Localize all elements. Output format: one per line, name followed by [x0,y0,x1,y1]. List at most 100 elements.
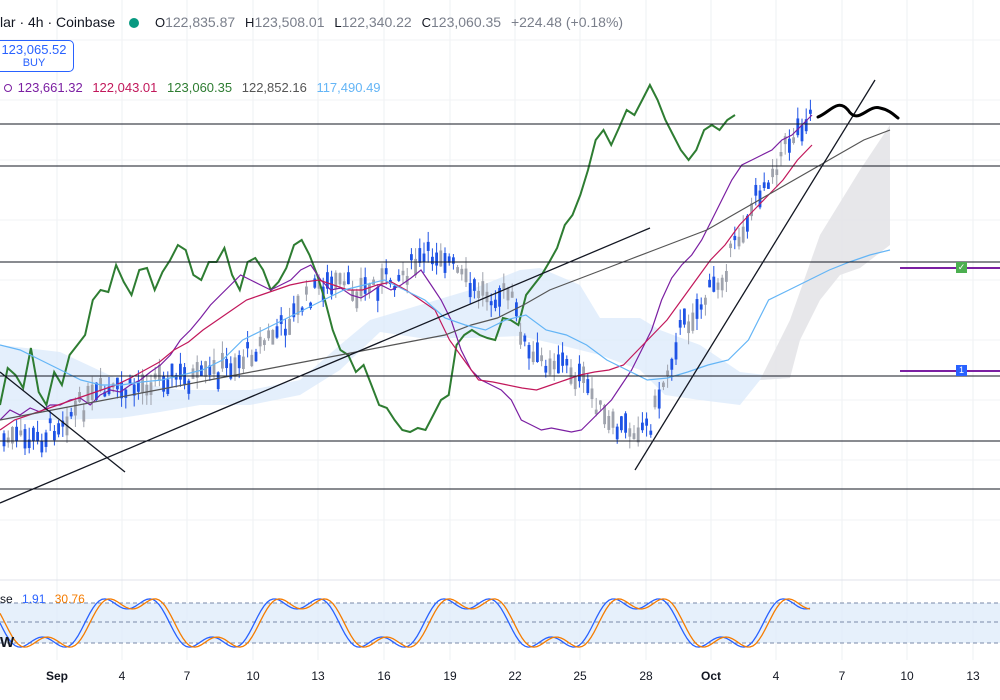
candle-body [552,360,556,370]
candle-body [162,376,165,392]
candle-body [666,370,669,377]
candle-body [380,268,384,284]
candle-body [300,307,304,312]
candle-body [754,184,758,196]
candle-body [456,267,459,273]
candle-body [267,330,270,339]
candle-body [494,299,497,308]
horizontal-levels [0,123,1000,490]
chikou-value: 123,060.35 [167,80,233,95]
number-icon[interactable]: 1 [956,365,967,376]
check-icon[interactable]: ✓ [956,262,967,273]
candle-body [347,272,350,285]
candle-body [284,328,287,336]
candle-body [460,268,464,275]
candle-body [725,270,728,282]
x-tick-label: 4 [118,669,126,683]
candle-body [464,268,468,283]
candle-body [334,272,338,290]
candle-body [636,427,640,443]
candle-body [531,351,535,363]
candle-body [309,302,312,309]
candle-body [536,342,539,362]
candle-body [158,364,161,381]
candle-body [699,304,703,310]
candle-body [800,125,804,142]
candle-body [431,256,434,265]
candle-body [586,379,590,394]
candle-body [170,363,174,377]
candle-body [69,412,73,417]
candle-body [775,169,779,176]
candle-body [288,318,291,335]
candle-body [620,416,623,431]
candle-body [645,418,648,426]
oscillator-label: se [0,592,13,606]
ichimoku-legend[interactable]: 123,661.32 122,043.01 123,060.35 122,852… [0,80,387,95]
candle-body [271,330,275,345]
candle-body [250,354,254,367]
candle-body [305,286,308,295]
candle-body [120,382,123,399]
candle-body [443,253,447,273]
candle-body [762,182,766,189]
candle-body [796,118,800,136]
candle-body [519,331,522,345]
chart-grid [0,0,1000,660]
candle-body [313,278,317,288]
candle-body [195,362,199,378]
buy-button[interactable]: 123,065.52 BUY [0,40,74,72]
candle-body [498,287,501,307]
candle-body [628,428,632,437]
candle-body [548,358,552,375]
candle-body [670,358,674,370]
symbol-title[interactable]: lar · 4h · Coinbase [0,14,116,30]
candle-body [368,283,371,294]
candle-body [414,258,417,276]
x-tick-label: 25 [573,669,587,683]
candle-body [452,257,455,264]
oscillator-k-line [0,598,811,648]
candle-body [216,372,220,390]
candle-body [27,439,31,449]
candle-body [279,315,283,325]
candle-body [662,382,665,388]
candle-body [221,352,224,369]
candle-body [771,168,774,178]
candle-body [410,254,413,261]
candle-body [6,437,10,443]
oscillator-band [0,603,1000,643]
ohlc-high: H123,508.01 [245,14,325,30]
ohlc-close: C123,060.35 [421,14,502,30]
oscillator-legend[interactable]: se 1.91 30.76 [0,592,85,606]
candle-body [683,308,686,325]
candle-body [678,320,682,328]
x-tick-label: 16 [377,669,391,683]
tenkan-value: 123,661.32 [17,80,83,95]
candle-body [78,392,81,402]
buy-label: BUY [22,57,46,69]
candle-body [401,270,405,276]
candle-body [254,351,258,362]
candle-body [384,268,388,275]
span-b-value: 117,490.49 [316,80,381,95]
candle-body [468,282,472,298]
candle-body [44,432,48,447]
x-tick-label: 10 [900,669,914,683]
candle-body [607,416,611,430]
candle-body [720,277,724,291]
x-tick-label: 7 [838,669,846,683]
candle-body [326,272,329,289]
candle-body [737,236,741,247]
oscillator-d-line [0,598,811,648]
candle-body [788,138,791,153]
candle-body [212,360,216,375]
x-tick-label: 19 [443,669,457,683]
candle-body [565,358,569,366]
candle-body [23,429,27,449]
candle-body [540,355,543,362]
candle-body [246,342,249,349]
candle-body [229,363,233,379]
candle-body [187,380,191,394]
